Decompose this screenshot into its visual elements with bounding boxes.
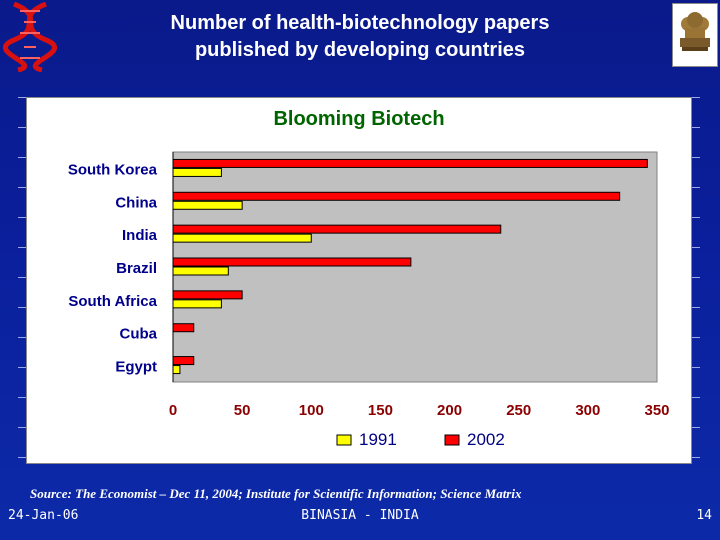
decorative-tick xyxy=(692,307,700,308)
bar-2002 xyxy=(172,323,195,333)
decorative-tick xyxy=(692,187,700,188)
legend-swatch-2002 xyxy=(444,434,460,446)
bar-2002 xyxy=(172,191,621,201)
y-tick-label: Egypt xyxy=(115,359,157,376)
decorative-tick xyxy=(692,427,700,428)
y-tick-label: India xyxy=(122,227,158,244)
y-tick-label: South Korea xyxy=(68,161,158,178)
decorative-tick xyxy=(18,427,26,428)
slide-title-line-2: published by developing countries xyxy=(194,39,526,61)
bar-chart: Blooming Biotech South Korea China India Bra… xyxy=(68,108,670,449)
legend-swatch-1991 xyxy=(336,434,352,446)
x-tick-label: 200 xyxy=(437,402,462,419)
decorative-tick xyxy=(18,307,26,308)
decorative-tick xyxy=(692,157,700,158)
legend-label-2002: 2002 xyxy=(467,430,505,449)
chart-panel: Blooming Biotech South Korea China India Bra… xyxy=(26,97,692,464)
decorative-tick xyxy=(18,127,26,128)
bar-2002 xyxy=(172,356,195,366)
x-tick-label: 0 xyxy=(169,402,177,419)
decorative-tick xyxy=(18,337,26,338)
legend-label-1991: 1991 xyxy=(359,430,397,449)
decorative-tick xyxy=(692,367,700,368)
source-citation: Source: The Economist – Dec 11, 2004; In… xyxy=(30,486,522,501)
decorative-tick xyxy=(692,127,700,128)
x-tick-label: 300 xyxy=(575,402,600,419)
decorative-tick xyxy=(18,157,26,158)
x-tick-label: 50 xyxy=(234,402,251,419)
decorative-tick xyxy=(18,457,26,458)
x-tick-label: 250 xyxy=(506,402,531,419)
plot-area xyxy=(172,151,658,383)
y-tick-label: Cuba xyxy=(120,326,158,343)
bar-1991 xyxy=(172,266,229,276)
x-tick-label: 100 xyxy=(299,402,324,419)
decorative-tick xyxy=(692,247,700,248)
y-tick-label: Brazil xyxy=(116,260,157,277)
decorative-tick xyxy=(18,247,26,248)
decorative-tick xyxy=(18,217,26,218)
footer-date: 24-Jan-06 xyxy=(8,508,79,523)
bar-2002 xyxy=(172,257,412,267)
bar-1991 xyxy=(172,167,222,177)
y-tick-label: South Africa xyxy=(68,293,157,310)
bar-1991 xyxy=(172,365,181,375)
decorative-tick xyxy=(692,337,700,338)
decorative-tick xyxy=(692,457,700,458)
bar-1991 xyxy=(172,233,312,243)
footer-center-text: BINASIA - INDIA xyxy=(301,508,419,523)
decorative-tick xyxy=(692,277,700,278)
x-tick-label: 350 xyxy=(644,402,669,419)
x-tick-label: 150 xyxy=(368,402,393,419)
decorative-tick xyxy=(18,277,26,278)
decorative-tick xyxy=(18,97,26,98)
bar-2002 xyxy=(172,224,502,234)
decorative-tick xyxy=(692,97,700,98)
decorative-tick xyxy=(692,397,700,398)
slide-title: Number of health-biotechnology papers pu… xyxy=(100,10,620,64)
decorative-tick xyxy=(18,397,26,398)
chart-title: Blooming Biotech xyxy=(273,108,444,130)
decorative-tick xyxy=(18,367,26,368)
slide-title-line-1: Number of health-biotechnology papers xyxy=(170,12,550,34)
decorative-tick xyxy=(18,187,26,188)
bar-1991 xyxy=(172,299,222,309)
page-number: 14 xyxy=(696,508,712,523)
decorative-tick xyxy=(692,217,700,218)
bar-1991 xyxy=(172,200,243,210)
y-tick-label: China xyxy=(115,194,157,211)
national-emblem-logo xyxy=(672,3,718,67)
bar-2002 xyxy=(172,158,648,168)
bar-2002 xyxy=(172,290,243,300)
dna-helix-logo xyxy=(2,1,60,73)
